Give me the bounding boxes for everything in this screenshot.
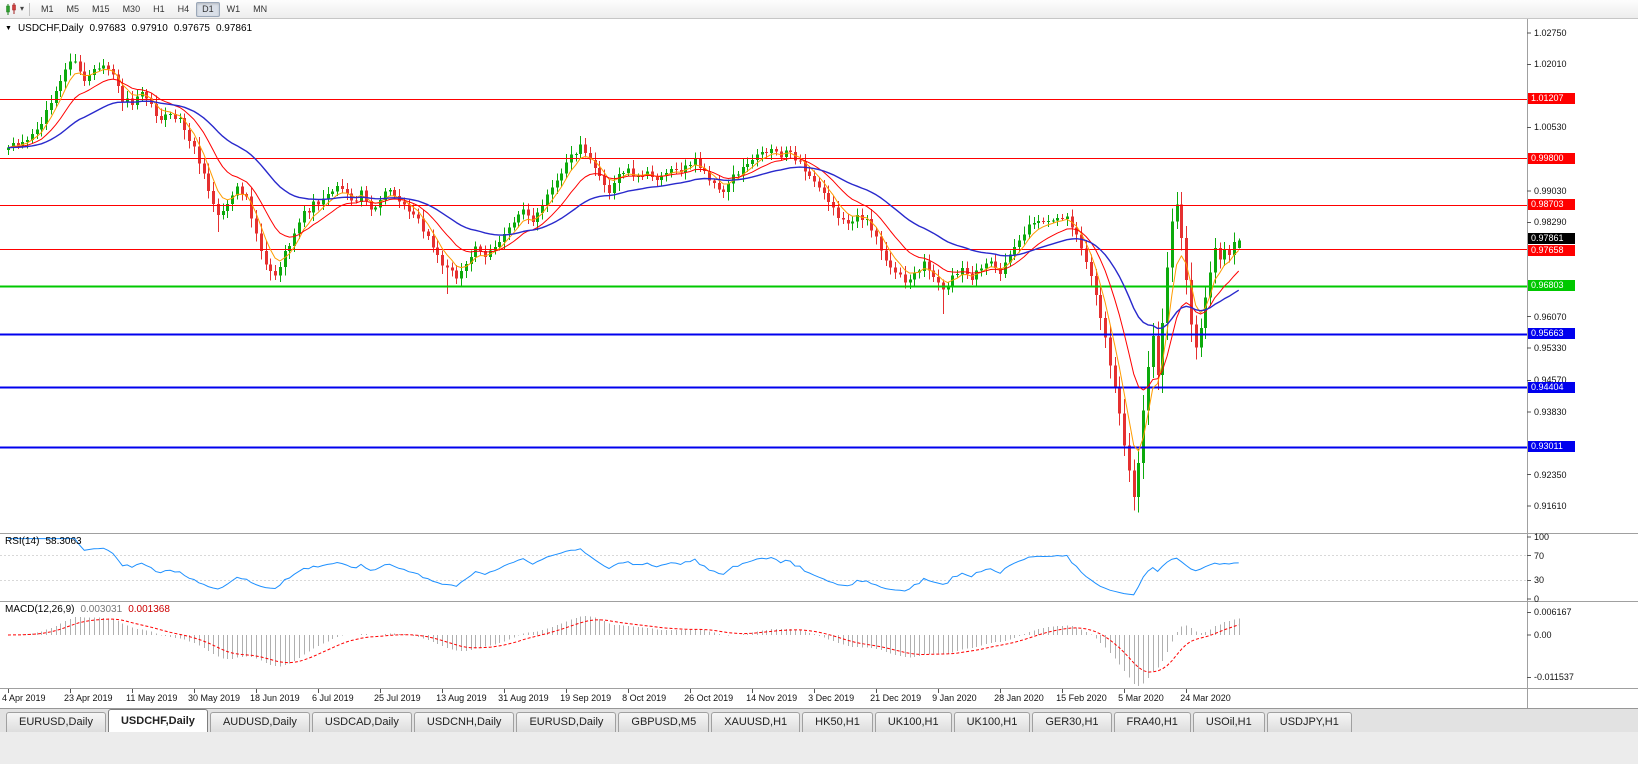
candlestick-icon bbox=[6, 2, 16, 15]
timeframe-button-mn[interactable]: MN bbox=[253, 3, 268, 14]
chart-tab-fra40-h1[interactable]: FRA40,H1 bbox=[1113, 712, 1191, 732]
chart-tab-audusd-daily[interactable]: AUDUSD,Daily bbox=[209, 712, 310, 732]
timeframe-button-w1[interactable]: W1 bbox=[226, 3, 241, 14]
timeframe-button-h1[interactable]: H1 bbox=[153, 3, 165, 14]
chart-tab-eurusd-daily[interactable]: EURUSD,Daily bbox=[516, 712, 617, 732]
chart-tab-usdcnh-daily[interactable]: USDCNH,Daily bbox=[413, 712, 515, 732]
timeframe-button-m1[interactable]: M1 bbox=[41, 3, 54, 14]
chart-tab-usdcad-daily[interactable]: USDCAD,Daily bbox=[311, 712, 412, 732]
timeframe-toolbar: ▾ M1 M5 M15 M30 H1 H4 D1 W1 MN bbox=[0, 0, 1638, 19]
chart-type-dropdown-caret[interactable]: ▾ bbox=[20, 4, 25, 13]
timeframe-button-m15[interactable]: M15 bbox=[92, 3, 110, 14]
chart-tab-gbpusd-m5[interactable]: GBPUSD,M5 bbox=[618, 712, 710, 732]
chart-tab-bar: EURUSD,Daily USDCHF,Daily AUDUSD,Daily USDC… bbox=[0, 708, 1638, 732]
chart-tab-usoil-h1[interactable]: USOil,H1 bbox=[1192, 712, 1265, 732]
timeframe-button-group: M1 M5 M15 M30 H1 H4 D1 W1 MN bbox=[35, 1, 273, 17]
chart-tab-uk100-h1[interactable]: UK100,H1 bbox=[874, 712, 952, 732]
chart-tab-eurusd-daily[interactable]: EURUSD,Daily bbox=[6, 712, 106, 732]
timeframe-button-d1[interactable]: D1 bbox=[196, 1, 220, 17]
toolbar-separator bbox=[29, 2, 31, 16]
chart-tab-uk100-h1[interactable]: UK100,H1 bbox=[953, 712, 1031, 732]
chart-canvas[interactable] bbox=[0, 0, 1638, 708]
chart-background bbox=[0, 19, 1638, 708]
timeframe-button-m30[interactable]: M30 bbox=[122, 3, 141, 14]
chart-tab-ger30-h1[interactable]: GER30,H1 bbox=[1032, 712, 1112, 732]
chart-tab-hk50-h1[interactable]: HK50,H1 bbox=[802, 712, 873, 732]
timeframe-button-m5[interactable]: M5 bbox=[66, 3, 80, 14]
chart-type-icon[interactable] bbox=[4, 2, 20, 16]
chart-tab-strip: EURUSD,Daily USDCHF,Daily AUDUSD,Daily USDC… bbox=[6, 709, 1354, 732]
timeframe-button-h4[interactable]: H4 bbox=[177, 3, 190, 14]
chart-tab-usdjpy-h1[interactable]: USDJPY,H1 bbox=[1266, 712, 1352, 732]
chart-tab-usdchf-daily[interactable]: USDCHF,Daily bbox=[107, 709, 208, 732]
chart-tab-xauusd-h1[interactable]: XAUUSD,H1 bbox=[711, 712, 801, 732]
